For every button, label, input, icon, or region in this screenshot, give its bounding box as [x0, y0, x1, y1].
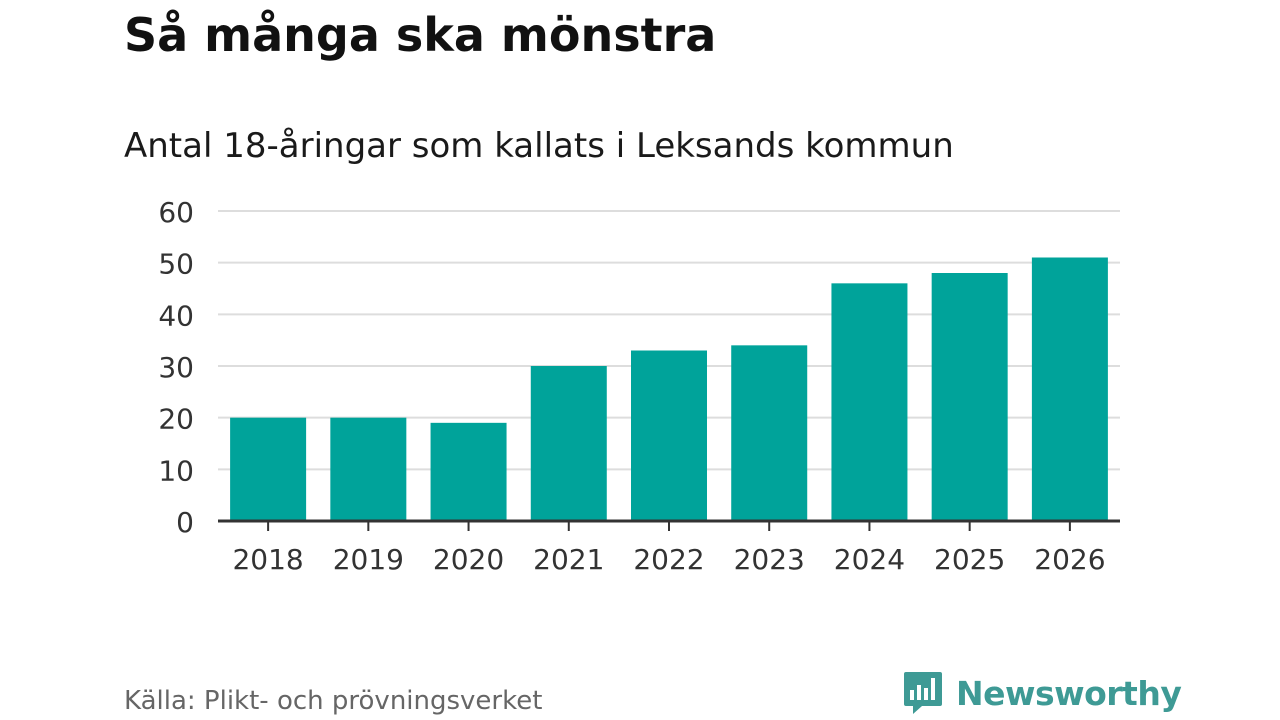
- x-tick-label: 2023: [734, 543, 805, 576]
- bar-2026: [1031, 257, 1108, 521]
- newsworthy-logo-icon: [904, 672, 942, 714]
- x-tick-label: 2021: [533, 543, 604, 576]
- bar-2024: [831, 283, 908, 521]
- bar-2022: [631, 350, 707, 521]
- bar-2025: [931, 273, 1008, 521]
- bar-2019: [330, 417, 407, 521]
- y-tick-label: 40: [158, 299, 194, 332]
- source-note: Källa: Plikt- och prövningsverket: [124, 686, 543, 716]
- bar-2023: [731, 345, 808, 521]
- y-tick-label: 0: [176, 506, 194, 539]
- y-tick-label: 10: [158, 454, 194, 487]
- bar-2021: [530, 366, 607, 521]
- x-tick-label: 2025: [934, 543, 1005, 576]
- x-tick-label: 2024: [834, 543, 905, 576]
- x-tick-label: 2020: [433, 543, 504, 576]
- chart-title: Så många ska mönstra: [124, 8, 717, 62]
- y-tick-label: 30: [158, 351, 194, 384]
- y-tick-label: 60: [158, 196, 194, 229]
- bar-2018: [230, 417, 307, 521]
- y-tick-label: 20: [158, 403, 194, 436]
- x-tick-label: 2022: [633, 543, 704, 576]
- chart-subtitle: Antal 18-åringar som kallats i Leksands …: [124, 126, 954, 166]
- x-tick-label: 2019: [333, 543, 404, 576]
- x-tick-label: 2018: [232, 543, 303, 576]
- brand-name: Newsworthy: [956, 673, 1182, 713]
- y-tick-label: 50: [158, 248, 194, 281]
- brand: Newsworthy: [902, 668, 1182, 718]
- bar-2020: [430, 422, 507, 521]
- x-tick-label: 2026: [1034, 543, 1105, 576]
